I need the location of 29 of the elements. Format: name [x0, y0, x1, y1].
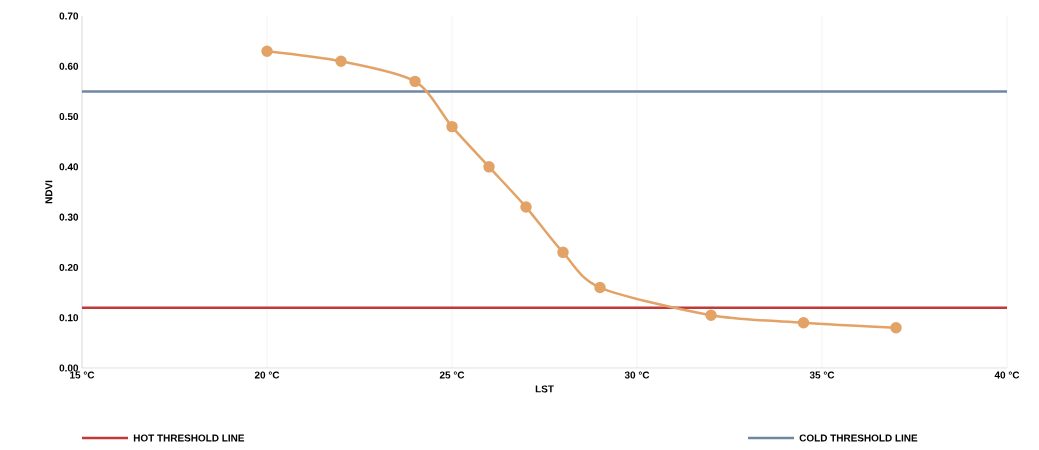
point [797, 317, 810, 329]
point [446, 120, 458, 133]
x-tick-label: 25 °C [439, 371, 465, 379]
x-tick-label: 40 °C [994, 371, 1020, 379]
y-tick-label: 0.50 [59, 113, 79, 121]
point [557, 246, 569, 259]
y-tick-label: 0.10 [59, 314, 79, 322]
y-tick-label: 0.60 [59, 62, 79, 70]
y-tick-label: 0.20 [59, 263, 79, 271]
point [594, 281, 606, 294]
point [890, 322, 902, 334]
point [483, 161, 495, 173]
y-tick-label: 0.30 [59, 213, 79, 221]
x-tick-label: 15 °C [70, 371, 95, 379]
point [409, 75, 421, 88]
legend-label: COLD THRESHOLD LINE [799, 434, 918, 442]
point [520, 201, 532, 213]
x-tick-label: 20 °C [254, 371, 280, 379]
x-tick-label: 30 °C [624, 371, 650, 379]
point [705, 309, 717, 321]
y-axis-title: NDVI [45, 180, 53, 204]
y-tick-label: 0.70 [59, 12, 79, 20]
y-tick-label: 0.40 [59, 163, 79, 171]
point [335, 55, 347, 67]
y-tick-label: 0.00 [59, 364, 79, 372]
legend-label: HOT THRESHOLD LINE [133, 434, 245, 442]
x-tick-label: 35 °C [809, 371, 835, 379]
x-axis-title: LST [535, 385, 554, 393]
point [261, 45, 273, 57]
